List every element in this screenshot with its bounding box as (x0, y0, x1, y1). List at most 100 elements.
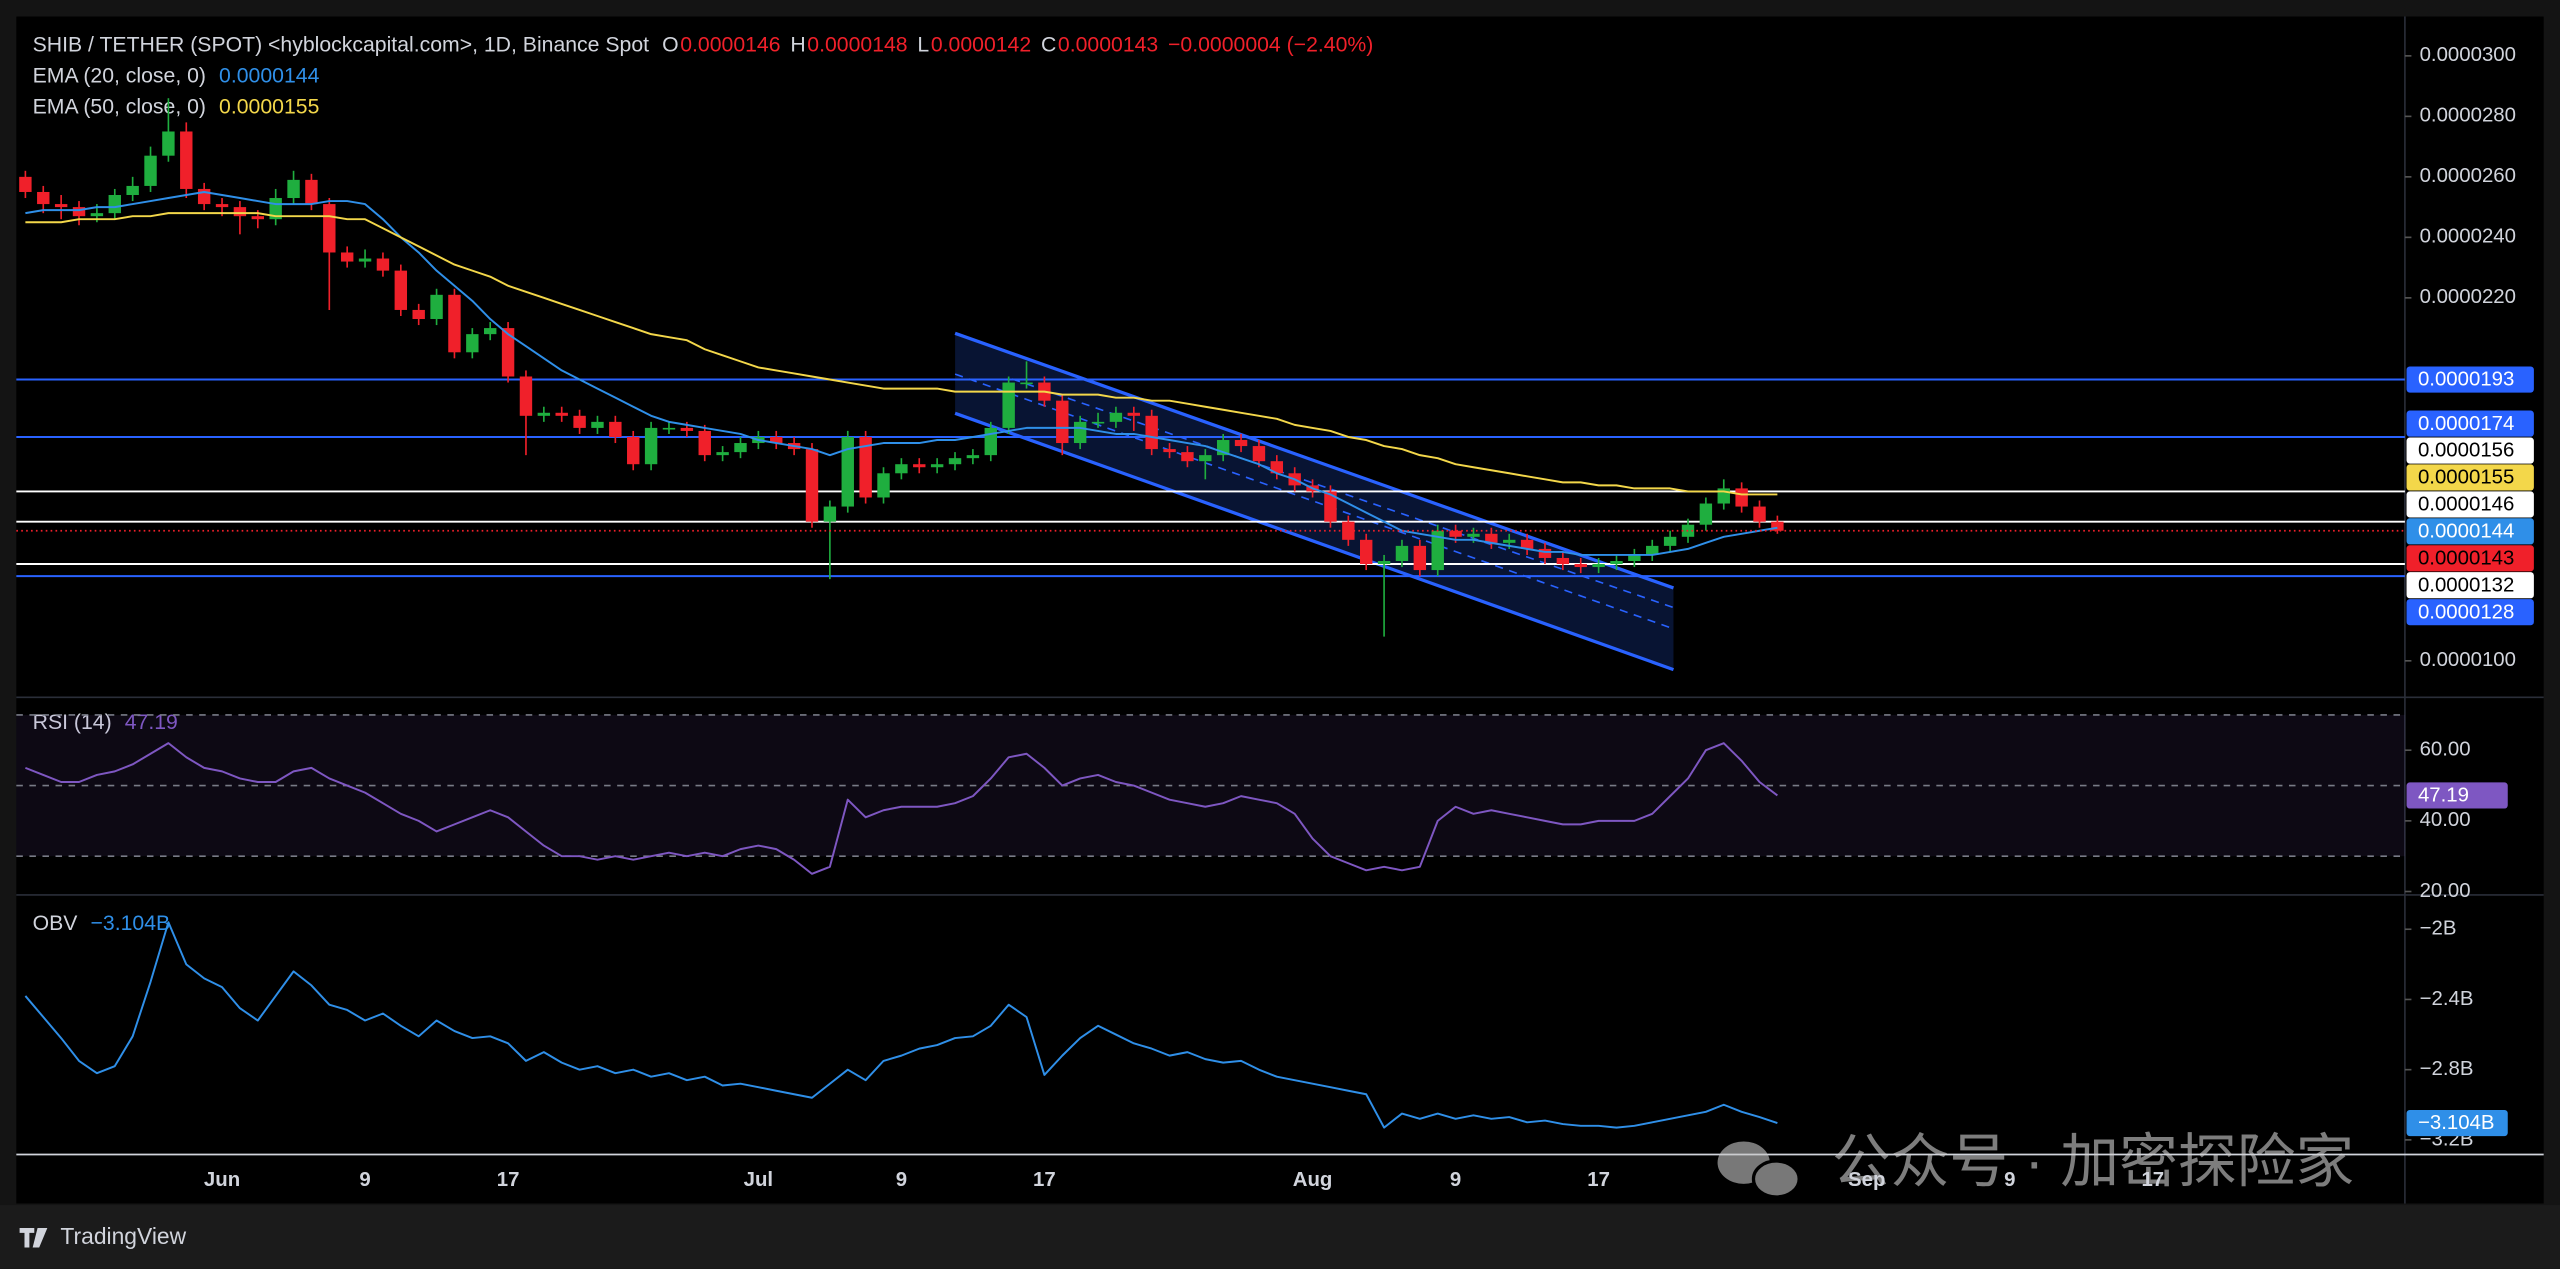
candle-body (358, 258, 372, 262)
symbol-title: SHIB / TETHER (SPOT) <hyblockcapital.com… (33, 34, 649, 57)
candle-body (287, 179, 300, 199)
candle-body (930, 464, 944, 468)
candle-body (394, 270, 408, 310)
ohlc-label: L (917, 34, 929, 57)
y-tick-label: 60.00 (2420, 739, 2471, 761)
ohlc-label: H (790, 34, 805, 57)
candle-body (251, 216, 265, 220)
candle-body (126, 185, 139, 196)
label-text: 0.0000132 (2418, 574, 2514, 596)
candle-body (448, 294, 461, 353)
candle-body (1199, 455, 1212, 462)
candle-body (984, 427, 997, 456)
label-box (2406, 464, 2534, 491)
y-tick-label: 0.0000260 (2420, 165, 2516, 187)
label-text: 0.0000128 (2418, 601, 2514, 623)
candle-body (519, 376, 533, 416)
candle-body (501, 328, 515, 377)
candle-body (1413, 545, 1427, 571)
label-text: 0.0000155 (2418, 467, 2514, 489)
candle-body (698, 430, 711, 456)
line-line (25, 742, 1778, 875)
candle-body (412, 309, 425, 320)
candle-body (1699, 503, 1713, 525)
x-tick-label: Jul (744, 1169, 773, 1191)
legend-row: EMA (50, close, 0) 0.0000155 (33, 96, 320, 119)
price-label: 0.0000156 (2406, 437, 2534, 464)
x-tick-label: 17 (1587, 1169, 1610, 1191)
candle-body (1270, 461, 1284, 474)
candle-body (1163, 449, 1176, 453)
footer (0, 1205, 2560, 1269)
candle-body (627, 436, 640, 465)
brand: TradingView (60, 1223, 186, 1249)
candle-body (805, 449, 819, 522)
legend-value: 0.0000155 (219, 96, 319, 119)
candle-body (54, 204, 68, 208)
x-tick-label: Aug (1293, 1169, 1333, 1191)
header: SHIB / TETHER (SPOT) <hyblockcapital.com… (33, 34, 1374, 57)
candle-body (19, 176, 32, 192)
candle-body (1127, 412, 1140, 416)
candle-body (1753, 506, 1766, 522)
ohlc-value: 0.0000148 (807, 34, 907, 57)
pane-title: RSI (14) (33, 711, 112, 734)
ema-line (25, 212, 1778, 496)
legend-row: RSI (14) 47.19 (33, 711, 178, 734)
candle-body (662, 427, 676, 430)
candle-body (537, 412, 551, 416)
ema-line (25, 191, 1778, 556)
candle-body (680, 427, 694, 431)
candle-body (215, 204, 229, 208)
price-label: 0.0000128 (2406, 599, 2534, 626)
y-tick-label: 0.0000100 (2420, 649, 2516, 671)
y-tick-label: −2.4B (2420, 988, 2474, 1010)
price-label: 0.0000143 (2406, 545, 2534, 572)
candle-body (466, 334, 479, 353)
x-tick-label: 9 (896, 1169, 907, 1191)
candle-body (823, 506, 837, 522)
candle-body (180, 131, 193, 189)
ohlc-value: 0.0000146 (680, 34, 780, 57)
label-box (2406, 518, 2534, 545)
label-text: 0.0000146 (2418, 494, 2514, 516)
candle-body (716, 452, 729, 456)
candle-body (305, 179, 318, 205)
price-label: 0.0000155 (2406, 464, 2534, 491)
x-tick-label: 17 (497, 1169, 520, 1191)
x-tick-label: 17 (1033, 1169, 1056, 1191)
legend-value: 0.0000144 (219, 65, 320, 88)
chart-area (16, 16, 2544, 1204)
wechat-icon (1751, 1159, 1801, 1199)
price-label: 0.0000132 (2406, 572, 2534, 599)
candle-body (1181, 452, 1194, 462)
candle-body (1735, 488, 1748, 507)
candle-body (1556, 557, 1570, 565)
pane-value: −3.104B (91, 912, 171, 935)
candle-body (913, 464, 926, 468)
channel-upper (954, 331, 1675, 590)
channel-mid (954, 373, 1674, 630)
candle-body (1592, 564, 1605, 568)
label-text: −3.104B (2418, 1112, 2495, 1134)
label-text: 0.0000193 (2418, 369, 2514, 391)
candle-body (770, 436, 783, 444)
candle-body (1252, 446, 1266, 462)
x-tick-label: Jun (204, 1169, 240, 1191)
candle-body (1020, 382, 1033, 385)
label-box (2406, 572, 2534, 599)
candle-body (1431, 530, 1444, 571)
pane-title: OBV (33, 912, 79, 935)
candle-body (1056, 400, 1069, 444)
change: −0.0000004 (−2.40%) (1168, 34, 1373, 57)
candle-body (1073, 421, 1087, 444)
candle-body (1342, 521, 1355, 540)
candle-body (376, 258, 390, 271)
channel-lower (954, 411, 1675, 672)
channel-fill (955, 333, 1674, 670)
candle-body (966, 455, 980, 459)
candle-body (644, 427, 658, 465)
candle-body (144, 155, 157, 186)
candle-body (877, 473, 890, 498)
candle-body (1109, 412, 1123, 422)
